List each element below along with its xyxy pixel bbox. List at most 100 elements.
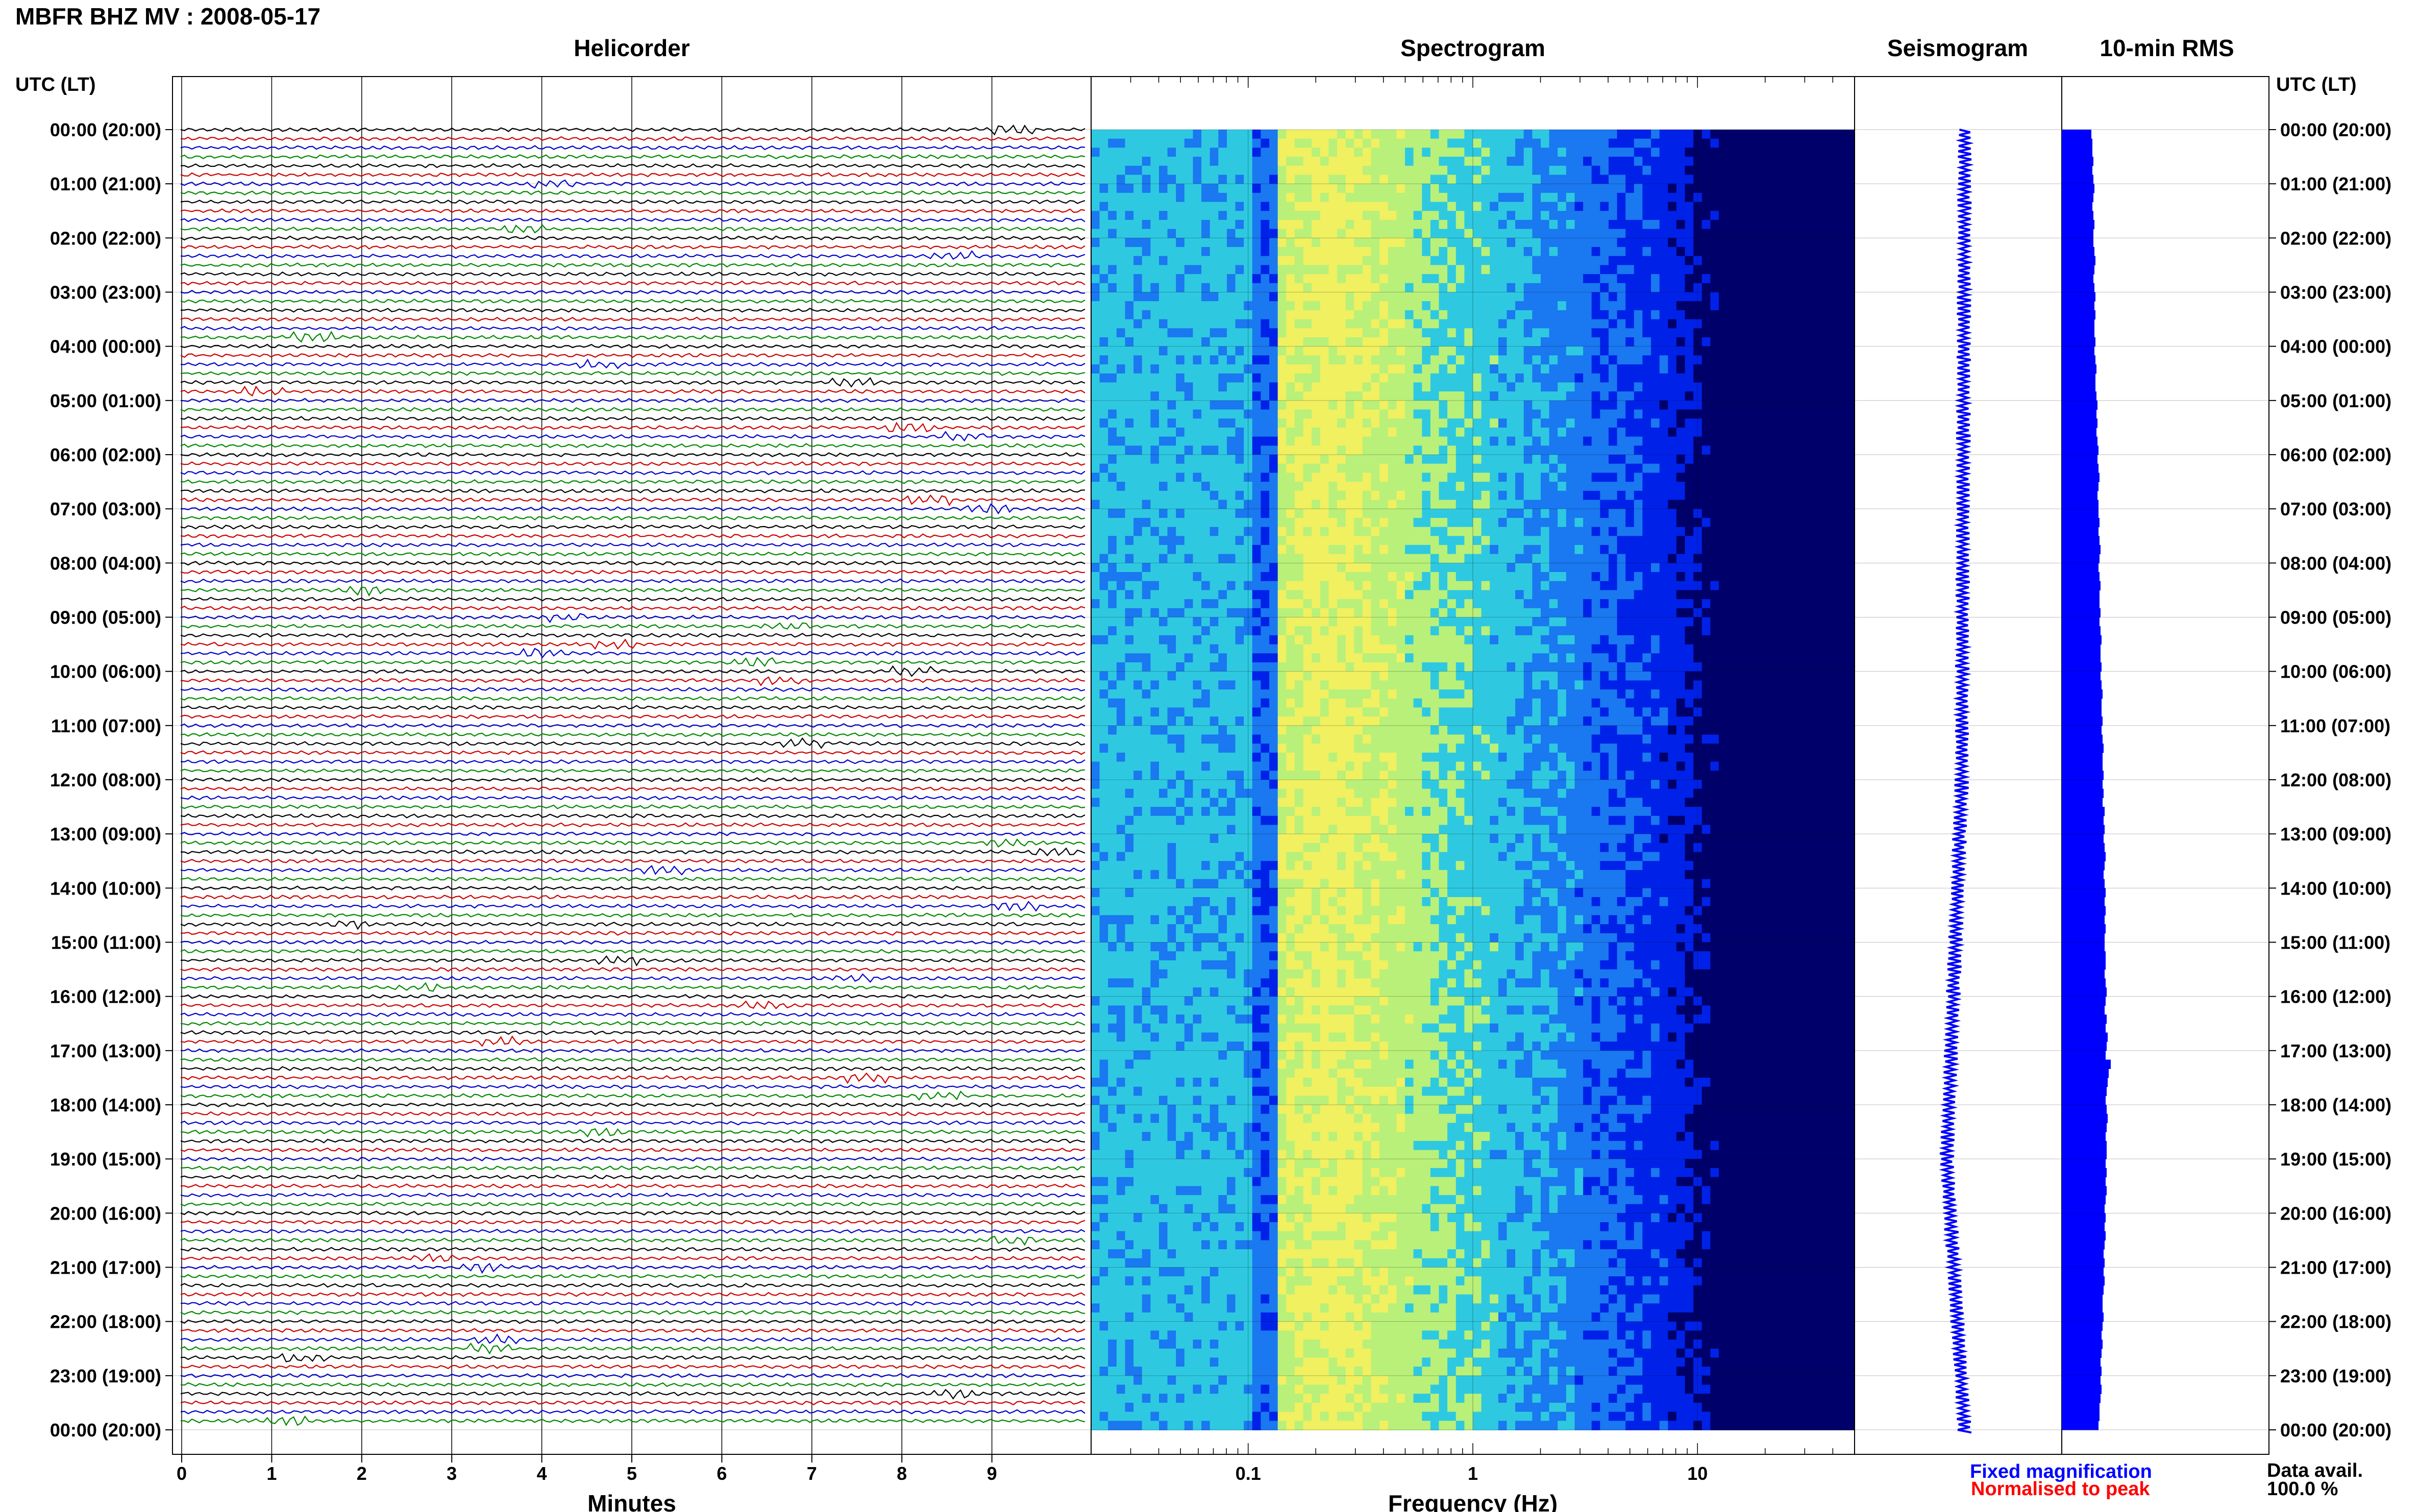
- spectrogram-cell: [1837, 400, 1847, 410]
- spectrogram-cell: [1150, 229, 1159, 239]
- spectrogram-cell: [1210, 346, 1219, 356]
- helicorder-trace: [180, 676, 1085, 686]
- spectrogram-cell: [1600, 147, 1609, 157]
- spectrogram-cell: [1184, 355, 1194, 365]
- spectrogram-cell: [1210, 382, 1219, 392]
- spectrogram-cell: [1727, 509, 1737, 518]
- helicorder-trace: [180, 172, 1085, 178]
- spectrogram-cell: [1744, 563, 1754, 573]
- spectrogram-title: Spectrogram: [1400, 35, 1545, 61]
- spectrogram-cell: [1371, 265, 1380, 275]
- spectrogram-cell: [1787, 310, 1796, 320]
- spectrogram-cell: [1719, 436, 1728, 447]
- spectrogram-cell: [1574, 328, 1584, 338]
- spectrogram-cell: [1125, 409, 1134, 419]
- spectrogram-cell: [1523, 544, 1533, 555]
- spectrogram-cell: [1413, 572, 1422, 582]
- spectrogram-cell: [1574, 517, 1584, 528]
- spectrogram-cell: [1609, 590, 1618, 600]
- spectrogram-cell: [1507, 219, 1516, 230]
- spectrogram-cell: [1736, 482, 1745, 491]
- spectrogram-cell: [1659, 554, 1669, 564]
- spectrogram-cell: [1388, 418, 1397, 428]
- spectrogram-cell: [1701, 355, 1711, 365]
- spectrogram-cell: [1455, 292, 1465, 302]
- spectrogram-cell: [1099, 310, 1108, 320]
- spectrogram-cell: [1591, 247, 1601, 257]
- spectrogram-cell: [1490, 157, 1499, 166]
- spectrogram-cell: [1328, 346, 1338, 356]
- spectrogram-cell: [1142, 427, 1151, 437]
- spectrogram-cell: [1736, 219, 1745, 230]
- spectrogram-cell: [1761, 581, 1770, 591]
- spectrogram-cell: [1430, 211, 1440, 220]
- spectrogram-cell: [1362, 482, 1372, 491]
- spectrogram-cell: [1176, 400, 1185, 410]
- spectrogram-cell: [1455, 157, 1465, 166]
- spectrogram-cell: [1150, 274, 1159, 284]
- spectrogram-cell: [1812, 572, 1821, 582]
- spectrogram-cell: [1439, 301, 1448, 311]
- spectrogram-cell: [1837, 364, 1847, 374]
- spectrogram-cell: [1439, 175, 1448, 184]
- spectrogram-cell: [1345, 247, 1355, 257]
- spectrogram-cell: [1371, 391, 1380, 401]
- spectrogram-cell: [1388, 608, 1397, 618]
- helicorder-trace: [180, 912, 1085, 918]
- helicorder-trace: [180, 1353, 1085, 1362]
- spectrogram-cell: [1600, 581, 1609, 591]
- spectrogram-cell: [1337, 265, 1346, 275]
- spectrogram-cell: [1600, 463, 1609, 474]
- spectrogram-cell: [1116, 436, 1126, 447]
- spectrogram-cell: [1591, 490, 1601, 501]
- spectrogram-cell: [1261, 211, 1270, 220]
- spectrogram-cell: [1804, 482, 1813, 491]
- spectrogram-cell: [1752, 400, 1762, 410]
- spectrogram-cell: [1778, 455, 1787, 464]
- spectrogram-cell: [1396, 455, 1405, 464]
- spectrogram-cell: [1591, 455, 1601, 464]
- spectrogram-cell: [1515, 527, 1524, 537]
- spectrogram-cell: [1625, 130, 1635, 139]
- spectrogram-cell: [1312, 572, 1321, 582]
- spectrogram-cell: [1184, 274, 1194, 284]
- spectrogram-cell: [1744, 292, 1754, 302]
- spectrogram-cell: [1736, 536, 1745, 546]
- spectrogram-cell: [1312, 427, 1321, 437]
- spectrogram-cell: [1642, 355, 1651, 365]
- spectrogram-cell: [1142, 473, 1151, 482]
- spectrogram-cell: [1566, 192, 1575, 203]
- spectrogram-cell: [1693, 544, 1702, 555]
- spectrogram-cell: [1218, 211, 1227, 220]
- spectrogram-cell: [1752, 527, 1762, 537]
- helicorder-trace: [180, 1035, 1085, 1047]
- spectrogram-cell: [1532, 319, 1541, 329]
- spectrogram-cell: [1523, 599, 1533, 609]
- spectrogram-cell: [1303, 292, 1312, 302]
- spectrogram-cell: [1184, 211, 1194, 220]
- spectrogram-cell: [1617, 572, 1626, 582]
- spectrogram-cell: [1405, 527, 1414, 537]
- spectrogram-cell: [1277, 229, 1287, 239]
- spectrogram-cell: [1405, 490, 1414, 501]
- spectrogram-cell: [1515, 138, 1524, 148]
- spectrogram-cell: [1778, 536, 1787, 546]
- spectrogram-cell: [1634, 202, 1643, 212]
- spectrogram-cell: [1320, 490, 1329, 501]
- spectrogram-cell: [1549, 274, 1558, 284]
- spectrogram-cell: [1277, 256, 1287, 266]
- spectrogram-cell: [1320, 563, 1329, 573]
- spectrogram-cell: [1099, 463, 1108, 474]
- spectrogram-cell: [1116, 202, 1126, 212]
- spectrogram-cell: [1455, 581, 1465, 591]
- spectrogram-cell: [1600, 445, 1609, 455]
- spectrogram-cell: [1812, 391, 1821, 401]
- spectrogram-cell: [1142, 463, 1151, 474]
- spectrogram-cell: [1523, 219, 1533, 230]
- spectrogram-cell: [1752, 509, 1762, 518]
- spectrogram-cell: [1829, 391, 1838, 401]
- spectrogram-cell: [1320, 328, 1329, 338]
- spectrogram-cell: [1337, 581, 1346, 591]
- spectrogram-cell: [1455, 382, 1465, 392]
- spectrogram-cell: [1455, 274, 1465, 284]
